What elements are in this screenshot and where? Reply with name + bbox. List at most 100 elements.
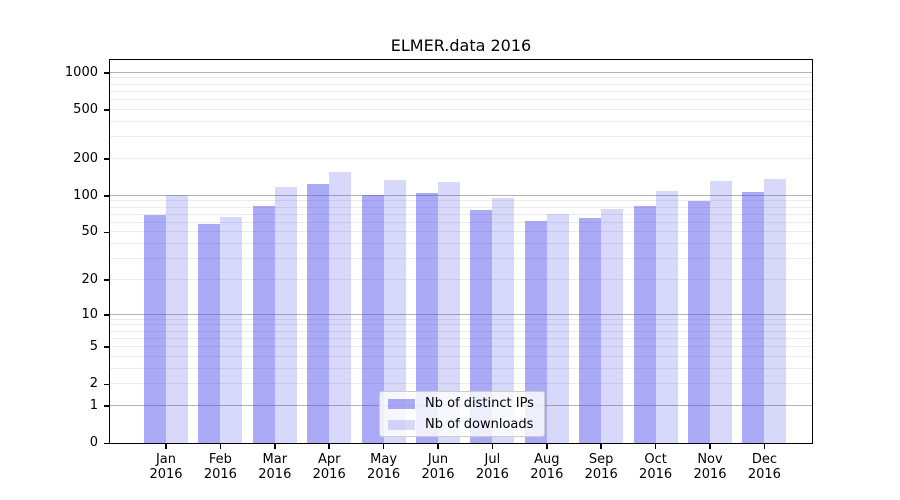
y-tick-label-20: 20	[81, 271, 98, 287]
bar-downloads-mar	[274, 186, 297, 443]
x-tick-label-apr: Apr 2016	[301, 452, 357, 482]
gridline-minor-8	[110, 324, 812, 326]
legend-swatch-downloads	[388, 419, 415, 430]
y-tick-label-1000: 1000	[64, 64, 98, 80]
x-label-month-jun: Jun	[427, 452, 449, 467]
bar-distinct-ips-jan	[144, 214, 166, 443]
bar-downloads-apr	[329, 172, 352, 443]
gridline-minor-2	[110, 383, 812, 385]
x-label-month-jul: Jul	[484, 452, 501, 467]
bar-downloads-feb	[220, 216, 243, 443]
x-label-year-apr: 2016	[312, 467, 346, 482]
bar-distinct-ips-nov	[688, 201, 710, 443]
x-tick-mar	[274, 444, 276, 449]
x-tick-label-jun: Jun 2016	[410, 452, 466, 482]
y-tick-label-10: 10	[81, 306, 98, 322]
chart-title: ELMER.data 2016	[390, 36, 532, 55]
bar-downloads-jan	[166, 195, 188, 443]
x-tick-label-mar: Mar 2016	[247, 452, 303, 482]
x-label-year-sep: 2016	[584, 467, 618, 482]
gridline-minor-20	[110, 278, 812, 280]
gridline-minor-60	[110, 221, 812, 223]
x-tick-label-jan: Jan 2016	[138, 452, 194, 482]
x-tick-dec	[763, 444, 766, 449]
gridline-minor-5	[110, 346, 812, 347]
bar-distinct-ips-aug	[524, 221, 547, 443]
x-label-month-mar: Mar	[262, 452, 288, 467]
x-label-month-may: May	[370, 452, 398, 467]
bar-downloads-may	[383, 179, 406, 443]
x-label-month-dec: Dec	[751, 452, 777, 467]
gridline-minor-30	[110, 258, 812, 259]
x-tick-label-jul: Jul 2016	[464, 452, 520, 482]
y-tick-label-100: 100	[73, 187, 98, 203]
x-label-year-jun: 2016	[421, 467, 455, 482]
gridline-minor-4	[110, 355, 812, 357]
gridline-minor-400	[110, 120, 812, 122]
y-tick-label-50: 50	[81, 224, 98, 240]
bars-layer	[110, 60, 812, 443]
gridline-minor-3	[110, 367, 812, 369]
bar-distinct-ips-jun	[416, 193, 438, 443]
gridline-minor-50	[110, 231, 812, 233]
x-label-year-feb: 2016	[203, 467, 237, 482]
gridline-minor-90	[110, 200, 812, 202]
y-tick-label-0: 0	[89, 435, 98, 450]
x-tick-jan	[165, 444, 167, 449]
bar-distinct-ips-sep	[579, 217, 602, 443]
x-label-year-jan: 2016	[149, 467, 183, 482]
gridline-major-100	[110, 194, 812, 196]
x-tick-may	[382, 444, 385, 449]
gridline-minor-500	[110, 108, 812, 110]
bar-downloads-aug	[546, 213, 569, 443]
x-label-year-nov: 2016	[693, 467, 727, 482]
bar-downloads-jun	[438, 181, 460, 443]
x-label-month-jan: Jan	[155, 452, 177, 467]
bar-distinct-ips-may	[361, 195, 384, 443]
y-tick-label-1: 1	[89, 397, 98, 413]
x-tick-label-sep: Sep 2016	[573, 452, 629, 482]
x-tick-sep	[600, 444, 602, 449]
bar-distinct-ips-mar	[252, 206, 275, 443]
x-label-year-may: 2016	[367, 467, 401, 482]
bar-downloads-sep	[601, 208, 624, 443]
x-label-month-feb: Feb	[208, 452, 232, 467]
x-tick-label-oct: Oct 2016	[628, 452, 684, 482]
bar-downloads-jul	[492, 197, 515, 443]
gridline-minor-6	[110, 337, 812, 339]
x-label-year-aug: 2016	[530, 467, 564, 482]
x-tick-nov	[709, 444, 711, 449]
x-label-month-oct: Oct	[644, 452, 667, 467]
bar-distinct-ips-oct	[633, 206, 656, 443]
gridline-minor-900	[110, 77, 812, 79]
gridline-major-1000	[110, 71, 812, 73]
legend-item-distinct-ips: Nb of distinct IPs	[380, 394, 544, 414]
x-tick-feb	[219, 444, 222, 449]
gridline-minor-700	[110, 90, 812, 92]
legend: Nb of distinct IPs Nb of downloads	[379, 391, 545, 437]
x-tick-label-may: May 2016	[356, 452, 412, 482]
gridline-minor-9	[110, 318, 812, 320]
x-label-year-jul: 2016	[475, 467, 509, 482]
gridline-major-10	[110, 313, 812, 315]
bar-downloads-oct	[655, 190, 678, 443]
bar-distinct-ips-apr	[307, 183, 330, 443]
gridline-minor-40	[110, 243, 812, 245]
bar-distinct-ips-dec	[742, 191, 765, 443]
y-tick-label-2: 2	[89, 376, 98, 392]
x-label-month-apr: Apr	[317, 452, 341, 467]
legend-label-downloads: Nb of downloads	[425, 416, 534, 432]
x-tick-label-nov: Nov 2016	[682, 452, 738, 482]
x-tick-jul	[491, 444, 494, 449]
y-tick-label-200: 200	[73, 150, 98, 166]
x-label-month-aug: Aug	[534, 452, 560, 467]
x-label-month-sep: Sep	[588, 452, 614, 467]
gridline-minor-800	[110, 83, 812, 85]
x-tick-label-feb: Feb 2016	[192, 452, 248, 482]
x-label-year-mar: 2016	[258, 467, 292, 482]
x-tick-apr	[328, 444, 330, 449]
bar-downloads-dec	[764, 178, 787, 443]
bar-downloads-nov	[710, 180, 732, 443]
gridline-minor-600	[110, 99, 812, 101]
x-tick-oct	[654, 444, 657, 449]
